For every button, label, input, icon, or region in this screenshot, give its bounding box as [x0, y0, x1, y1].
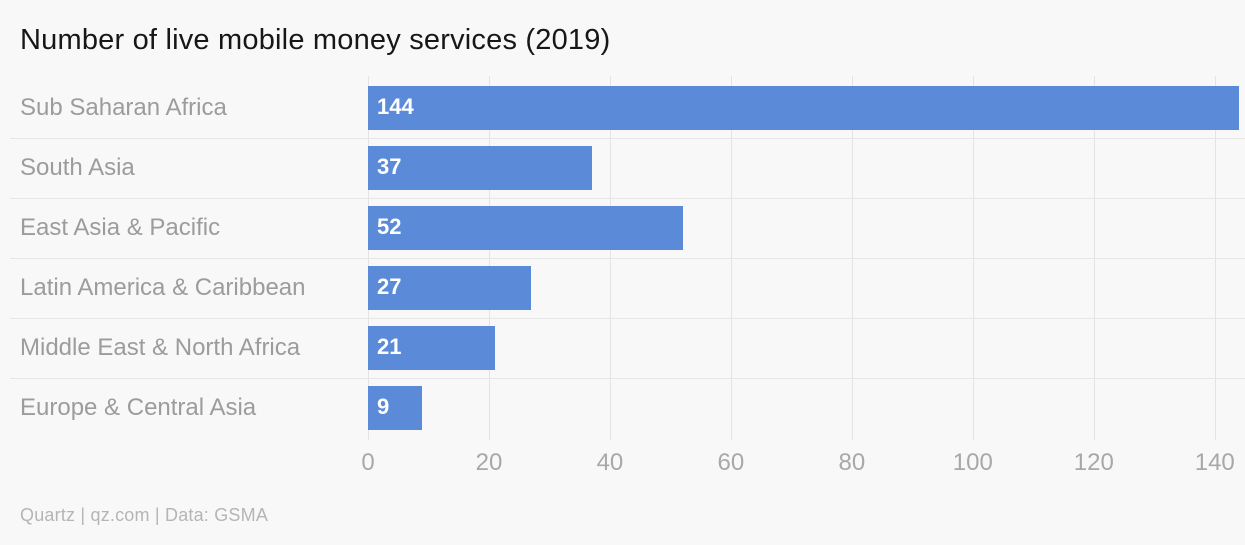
row-separator: [10, 378, 1245, 379]
chart-row: Latin America & Caribbean 27: [0, 258, 1245, 318]
row-separator: [10, 138, 1245, 139]
bar: 9: [368, 386, 422, 430]
category-label: Latin America & Caribbean: [20, 274, 306, 301]
x-tick-label: 100: [952, 449, 993, 476]
category-label: South Asia: [20, 154, 135, 181]
row-separator: [10, 318, 1245, 319]
attribution: Quartz | qz.com | Data: GSMA: [20, 505, 269, 525]
x-tick-label: 120: [1073, 449, 1114, 476]
x-tick-label: 60: [717, 449, 745, 476]
chart-row: East Asia & Pacific 52: [0, 198, 1245, 258]
x-tick-label: 0: [361, 449, 375, 476]
row-separator: [10, 258, 1245, 259]
bar-value-label: 9: [377, 394, 390, 419]
x-tick-label: 140: [1194, 449, 1235, 476]
chart-row: Europe & Central Asia 9: [0, 378, 1245, 438]
bar: 27: [368, 266, 531, 310]
chart-row: Middle East & North Africa 21: [0, 318, 1245, 378]
chart-row: Sub Saharan Africa 144: [0, 78, 1245, 138]
x-tick-label: 20: [475, 449, 503, 476]
bar-value-label: 27: [377, 274, 402, 299]
bar: 37: [368, 146, 592, 190]
category-label: East Asia & Pacific: [20, 214, 221, 241]
bar-value-label: 144: [377, 94, 414, 119]
bar: 21: [368, 326, 495, 370]
row-separator: [10, 198, 1245, 199]
category-label: Europe & Central Asia: [20, 394, 257, 421]
bar-value-label: 37: [377, 154, 402, 179]
category-label: Middle East & North Africa: [20, 334, 301, 361]
category-label: Sub Saharan Africa: [20, 94, 227, 121]
chart-title: Number of live mobile money services (20…: [20, 24, 611, 56]
bar-value-label: 52: [377, 214, 402, 239]
chart-row: South Asia 37: [0, 138, 1245, 198]
bar: 52: [368, 206, 683, 250]
bar: 144: [368, 86, 1239, 130]
x-tick-label: 80: [838, 449, 866, 476]
x-tick-label: 40: [596, 449, 624, 476]
bar-value-label: 21: [377, 334, 402, 359]
